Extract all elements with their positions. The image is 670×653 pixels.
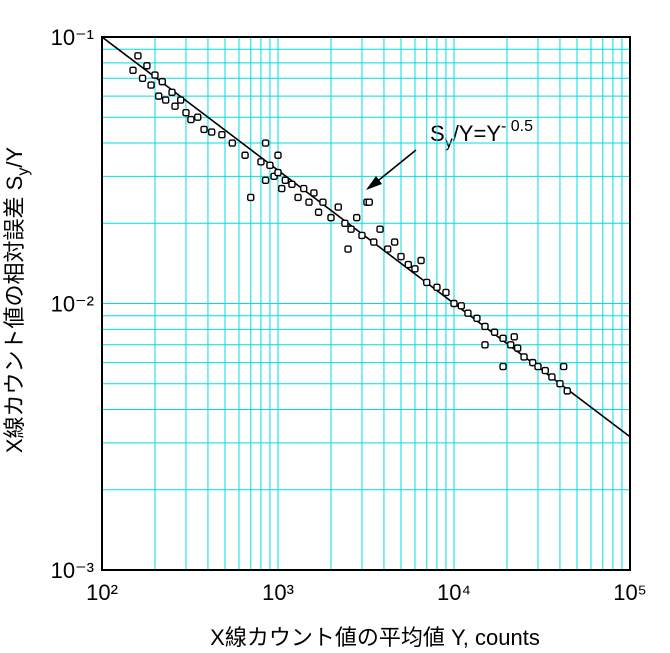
annotation-sub: y <box>445 134 453 151</box>
data-point <box>499 334 507 343</box>
data-point <box>319 198 327 206</box>
data-point <box>294 193 302 202</box>
data-point <box>464 309 472 317</box>
data-point <box>274 168 282 177</box>
data-point <box>305 198 313 206</box>
y-tick-label: 10⁻³ <box>51 558 94 583</box>
data-point <box>334 203 342 211</box>
data-point <box>499 362 507 371</box>
data-point <box>513 344 522 352</box>
data-point <box>433 283 441 292</box>
data-point <box>228 139 237 147</box>
data-point <box>541 366 549 375</box>
annotation: Sy/Y=Y- 0.5 <box>430 118 533 151</box>
x-tick-label: 10⁵ <box>613 580 647 605</box>
data-point <box>155 92 163 100</box>
data-point <box>257 158 265 166</box>
data-point <box>218 130 226 139</box>
data-point <box>314 208 323 216</box>
data-point <box>134 52 142 60</box>
data-point <box>161 96 170 104</box>
annotation-arrow <box>373 149 417 185</box>
data-point <box>376 225 384 233</box>
y-label-sub: y <box>15 168 32 176</box>
data-point <box>207 128 216 136</box>
data-point <box>481 322 489 331</box>
annotation-arrowhead <box>366 176 382 190</box>
y-tick-label: 10⁻¹ <box>51 25 94 50</box>
data-point <box>200 125 208 134</box>
data-point <box>352 213 361 222</box>
data-point <box>411 265 419 273</box>
y-label-part: /Y <box>2 147 27 168</box>
data-point <box>247 193 255 202</box>
data-point <box>423 278 431 287</box>
data-point <box>278 184 286 193</box>
x-tick-label: 10³ <box>262 580 294 605</box>
data-point <box>556 380 564 388</box>
data-point <box>510 333 518 341</box>
data-point <box>473 314 481 322</box>
data-point <box>171 102 179 110</box>
data-point <box>390 238 399 246</box>
data-point <box>442 288 450 297</box>
data-point <box>548 373 556 381</box>
data-point <box>288 180 296 189</box>
data-point <box>261 139 270 147</box>
data-point <box>194 113 202 121</box>
data-point <box>490 328 499 336</box>
data-point <box>559 362 568 371</box>
data-point <box>457 302 465 310</box>
data-point <box>187 115 195 124</box>
data-point <box>417 256 425 265</box>
x-tick-label: 10² <box>86 580 118 605</box>
data-point <box>450 299 458 308</box>
data-point <box>507 341 515 349</box>
data-point <box>310 189 318 197</box>
data-point <box>520 353 528 361</box>
annotation-sup: - 0.5 <box>501 118 533 135</box>
annotation-part: /Y=Y <box>453 121 502 146</box>
data-point <box>327 213 335 222</box>
data-point <box>168 88 176 97</box>
data-point <box>176 96 185 104</box>
y-axis-label: X線カウント値の相対誤差 Sy/Y <box>2 147 32 454</box>
data-point <box>138 74 147 82</box>
data-point <box>563 387 571 395</box>
data-point <box>397 252 405 261</box>
data-point <box>534 362 542 371</box>
data-point <box>365 198 373 206</box>
data-point <box>358 231 366 240</box>
data-point <box>143 62 151 70</box>
data-point <box>404 260 413 269</box>
data-point <box>347 225 355 233</box>
data-point <box>266 161 274 170</box>
data-point <box>241 151 249 159</box>
data-point <box>370 238 378 246</box>
data-point <box>182 108 190 117</box>
data-point <box>129 66 137 74</box>
data-point <box>344 245 352 253</box>
data-point <box>151 71 159 79</box>
data-point <box>281 176 289 184</box>
data-point <box>300 184 308 193</box>
x-axis-label: X線カウント値の平均値 Y, counts <box>210 625 540 650</box>
data-point <box>528 358 537 367</box>
x-tick-label: 10⁴ <box>437 580 471 605</box>
data-point <box>383 245 392 253</box>
data-point <box>261 176 270 184</box>
data-point <box>341 219 349 227</box>
data-point <box>481 341 489 349</box>
y-label-part: X線カウント値の相対誤差 S <box>2 176 27 453</box>
data-point <box>274 151 282 159</box>
y-tick-label: 10⁻² <box>51 292 94 317</box>
data-point <box>147 81 155 89</box>
plot-frame <box>101 36 631 571</box>
data-point <box>158 77 166 86</box>
